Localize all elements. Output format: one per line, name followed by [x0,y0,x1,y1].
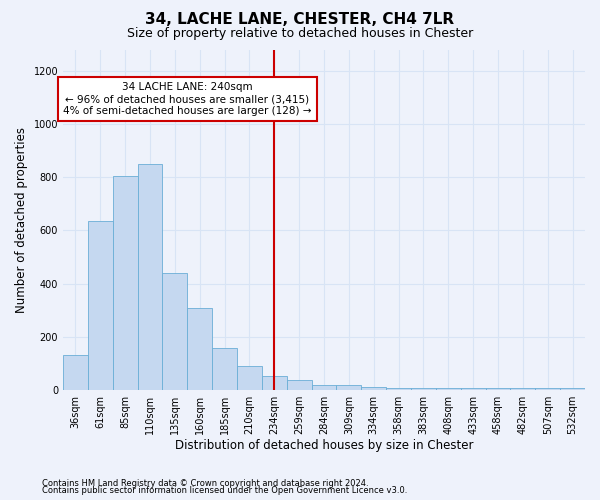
Bar [411,388,436,390]
Bar [337,385,361,390]
Bar [511,388,535,390]
Bar [237,366,262,390]
Bar [262,376,287,390]
Bar [187,308,212,390]
Y-axis label: Number of detached properties: Number of detached properties [15,127,28,313]
Bar [485,388,511,390]
Bar [137,164,163,390]
Bar [560,388,585,390]
X-axis label: Distribution of detached houses by size in Chester: Distribution of detached houses by size … [175,440,473,452]
Bar [88,220,113,390]
Text: 34 LACHE LANE: 240sqm
← 96% of detached houses are smaller (3,415)
4% of semi-de: 34 LACHE LANE: 240sqm ← 96% of detached … [63,82,311,116]
Text: 34, LACHE LANE, CHESTER, CH4 7LR: 34, LACHE LANE, CHESTER, CH4 7LR [145,12,455,28]
Bar [163,273,187,390]
Bar [212,348,237,390]
Bar [386,388,411,390]
Bar [113,176,137,390]
Text: Contains public sector information licensed under the Open Government Licence v3: Contains public sector information licen… [42,486,407,495]
Bar [361,387,386,390]
Bar [436,388,461,390]
Bar [535,388,560,390]
Bar [287,380,311,390]
Bar [311,385,337,390]
Bar [63,355,88,390]
Text: Size of property relative to detached houses in Chester: Size of property relative to detached ho… [127,28,473,40]
Bar [461,388,485,390]
Text: Contains HM Land Registry data © Crown copyright and database right 2024.: Contains HM Land Registry data © Crown c… [42,478,368,488]
